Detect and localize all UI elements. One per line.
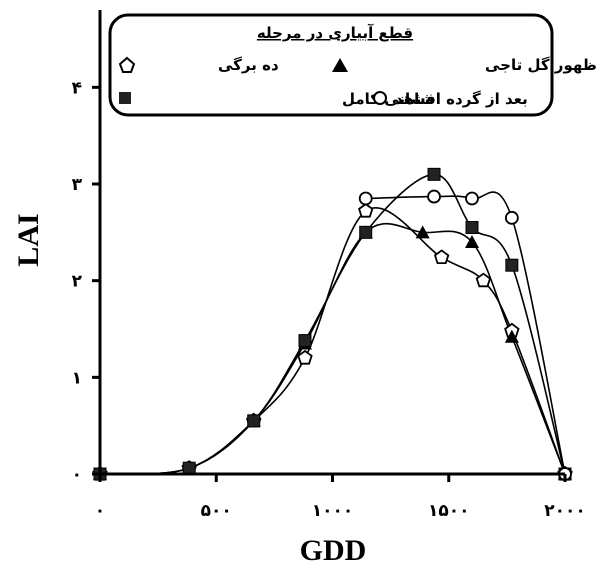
data-point-pentagon: [358, 202, 374, 218]
data-point-square: [298, 334, 312, 348]
x-tick-label: ۰: [95, 501, 105, 521]
data-point-square: [359, 225, 373, 239]
legend-box: [108, 13, 554, 117]
series-line-3: [365, 191, 566, 475]
data-point-triangle: [504, 329, 519, 343]
data-point-triangle: [465, 235, 479, 248]
x-tick-label: ۲۰۰۰: [544, 501, 586, 521]
plot-area: [92, 167, 573, 481]
legend-item-0: ده برگی: [118, 56, 279, 74]
y-axis-title: LAI: [12, 213, 45, 266]
legend-label-0: ده برگی: [218, 56, 279, 74]
legend-title: قطع آبیاری در مرحله: [257, 24, 413, 42]
square-filled-icon: [119, 92, 131, 104]
series-line-1: [99, 222, 566, 475]
data-point-pentagon: [433, 249, 450, 264]
data-point-circle: [358, 191, 373, 206]
y-tick-label: ۰: [72, 465, 82, 485]
pentagon-open-icon: [118, 56, 136, 73]
series-markers-3: [358, 189, 572, 481]
data-point-square: [247, 414, 261, 428]
series-line-0: [99, 207, 566, 475]
data-point-circle: [427, 189, 441, 204]
ticks: ۰ ۵۰۰ ۱۰۰۰ ۱۵۰۰ ۲۰۰۰ ۰ ۱ ۲ ۳ ۴: [72, 78, 586, 521]
legend-label-3: شاهد: [395, 90, 434, 108]
data-point-triangle: [415, 225, 430, 239]
y-tick-label: ۲: [72, 272, 83, 292]
data-point-pentagon: [475, 272, 492, 288]
x-tick-label: ۵۰۰: [201, 501, 232, 521]
data-point-square: [182, 461, 196, 475]
legend-item-3: شاهد: [373, 90, 434, 108]
x-tick-label: ۱۰۰۰: [312, 501, 354, 521]
legend-item-1: زمان ظهور گل تاجی: [332, 56, 601, 74]
legend: قطع آبیاری در مرحله ده برگی زمان ظهور گل…: [108, 13, 601, 117]
data-point-square: [505, 258, 519, 272]
data-point-circle: [465, 191, 479, 206]
x-axis-title: GDD: [300, 534, 367, 567]
data-point-square: [465, 221, 479, 234]
legend-item-2: بعد از گرده افشانی کامل: [119, 90, 528, 108]
data-point-square: [427, 167, 441, 181]
circle-open-icon: [373, 91, 387, 105]
data-point-pentagon: [297, 349, 313, 365]
y-tick-label: ۴: [72, 78, 82, 98]
y-tick-label: ۳: [72, 175, 83, 195]
legend-label-1: زمان ظهور گل تاجی: [485, 56, 601, 74]
series-markers-2: [93, 167, 572, 481]
y-tick-label: ۱: [72, 368, 82, 388]
series-markers-0: [92, 202, 573, 481]
series-markers-1: [93, 225, 572, 480]
triangle-filled-icon: [332, 58, 348, 72]
x-tick-label: ۱۵۰۰: [428, 501, 470, 521]
legend-label-2: بعد از گرده افشانی کامل: [342, 90, 528, 108]
data-point-circle: [504, 210, 519, 225]
series-line-2: [99, 173, 566, 475]
